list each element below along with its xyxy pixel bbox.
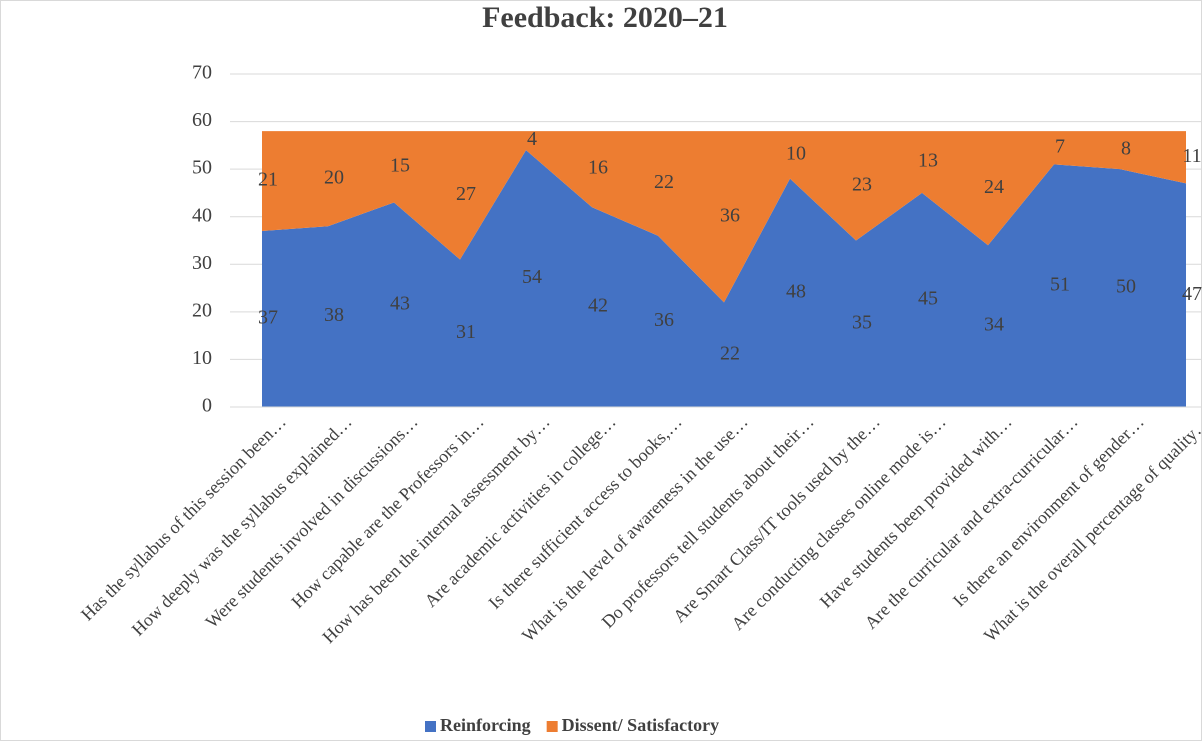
data-label: 38: [324, 304, 344, 326]
legend-label: Reinforcing: [440, 715, 531, 735]
data-label: 51: [1050, 273, 1070, 295]
data-label: 31: [456, 321, 476, 343]
y-tick-label: 50: [192, 157, 212, 179]
data-label: 4: [527, 128, 537, 150]
data-label: 22: [720, 342, 740, 364]
y-tick-label: 70: [192, 62, 212, 84]
data-label: 35: [852, 311, 872, 333]
data-label: 36: [654, 309, 674, 331]
data-label: 54: [522, 266, 542, 288]
data-label: 15: [390, 154, 410, 176]
data-label: 47: [1182, 283, 1202, 305]
legend-swatch: [546, 721, 558, 732]
legend-label: Dissent/ Satisfactory: [562, 715, 719, 735]
data-label: 8: [1121, 138, 1131, 160]
data-label: 24: [984, 176, 1004, 198]
chart-title: Feedback: 2020–21: [482, 1, 728, 34]
data-label: 11: [1182, 145, 1201, 167]
y-tick-label: 30: [192, 252, 212, 274]
data-label: 36: [720, 204, 740, 226]
y-tick-label: 0: [202, 395, 212, 417]
data-label: 7: [1055, 135, 1065, 157]
data-label: 45: [918, 288, 938, 310]
legend-swatch: [425, 721, 436, 732]
data-label: 16: [588, 157, 608, 179]
data-label: 48: [786, 280, 806, 302]
y-tick-label: 60: [192, 109, 212, 131]
data-label: 22: [654, 171, 674, 193]
data-label: 42: [588, 295, 608, 317]
area: [262, 131, 1186, 303]
y-tick-label: 10: [192, 347, 212, 369]
data-label: 43: [390, 292, 410, 314]
data-label: 37: [258, 307, 278, 329]
area: [262, 150, 1186, 407]
data-label: 20: [324, 166, 344, 188]
data-label: 13: [918, 150, 938, 172]
data-label: 21: [258, 169, 278, 191]
data-label: 10: [786, 142, 806, 164]
y-tick-label: 40: [192, 204, 212, 226]
data-label: 50: [1116, 276, 1136, 298]
data-label: 34: [984, 314, 1004, 336]
data-label: 23: [852, 173, 872, 195]
y-tick-label: 20: [192, 299, 212, 321]
data-label: 27: [456, 183, 476, 205]
